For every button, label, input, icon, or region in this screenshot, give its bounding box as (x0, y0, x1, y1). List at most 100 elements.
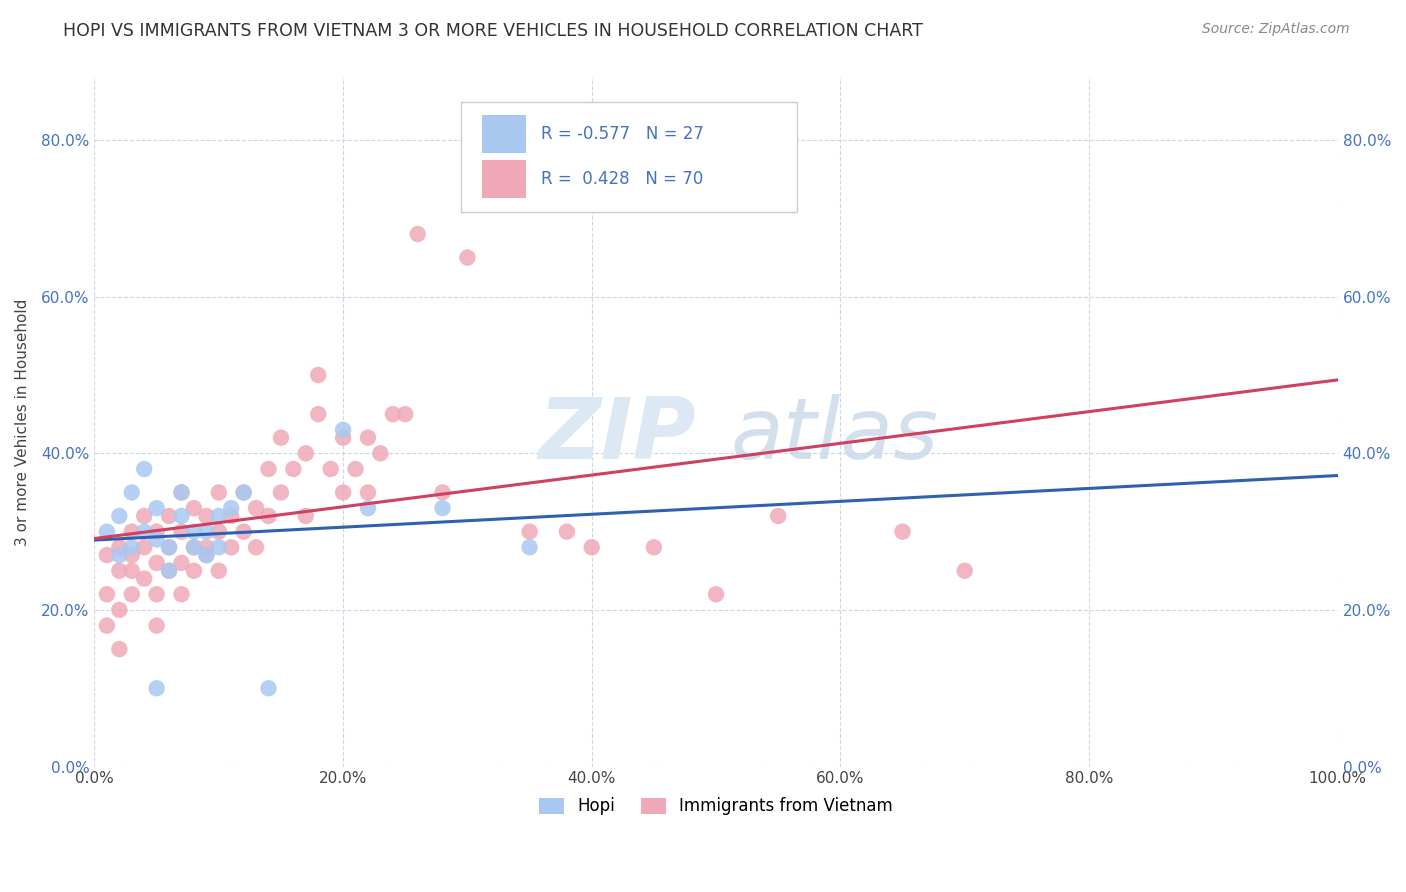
Point (219, 508, 242, 523)
Point (145, 501, 167, 516)
Point (96, 548, 118, 562)
Point (357, 431, 380, 445)
Point (96, 587, 118, 601)
Text: HOPI VS IMMIGRANTS FROM VIETNAM 3 OR MORE VEHICLES IN HOUSEHOLD CORRELATION CHAR: HOPI VS IMMIGRANTS FROM VIETNAM 3 OR MOR… (63, 22, 924, 40)
Point (555, 524, 578, 539)
Point (108, 548, 131, 562)
Y-axis label: 3 or more Vehicles in Household: 3 or more Vehicles in Household (15, 298, 30, 546)
Point (332, 431, 354, 445)
FancyBboxPatch shape (482, 115, 526, 153)
Point (183, 541, 205, 555)
Point (406, 227, 429, 241)
Point (145, 556, 167, 570)
Point (170, 485, 193, 500)
Point (232, 524, 254, 539)
Point (208, 541, 231, 555)
Point (245, 501, 267, 516)
Point (121, 564, 143, 578)
Point (519, 524, 541, 539)
Point (183, 524, 205, 539)
Point (581, 541, 603, 555)
Point (208, 485, 231, 500)
Point (145, 524, 167, 539)
Legend: Hopi, Immigrants from Vietnam: Hopi, Immigrants from Vietnam (531, 789, 901, 823)
Point (481, 195, 503, 210)
Point (121, 485, 143, 500)
FancyBboxPatch shape (461, 102, 797, 211)
Text: ZIP: ZIP (537, 394, 696, 477)
Point (270, 431, 292, 445)
Point (643, 541, 665, 555)
Point (170, 524, 193, 539)
Point (232, 485, 254, 500)
Point (183, 564, 205, 578)
Point (134, 524, 156, 539)
Point (134, 462, 156, 476)
Point (519, 541, 541, 555)
Point (295, 508, 318, 523)
Point (257, 462, 280, 476)
Text: R =  0.428   N = 70: R = 0.428 N = 70 (541, 170, 703, 188)
Point (208, 508, 231, 523)
Point (704, 587, 727, 601)
Point (456, 251, 478, 265)
Point (108, 508, 131, 523)
Point (357, 485, 380, 500)
Point (307, 407, 329, 421)
Point (157, 541, 180, 555)
Point (232, 485, 254, 500)
Text: Source: ZipAtlas.com: Source: ZipAtlas.com (1202, 22, 1350, 37)
Point (891, 524, 914, 539)
Point (270, 485, 292, 500)
Point (357, 501, 380, 516)
Point (170, 556, 193, 570)
Point (157, 564, 180, 578)
Point (195, 548, 218, 562)
Point (145, 618, 167, 632)
Point (121, 548, 143, 562)
Point (108, 541, 131, 555)
Point (121, 541, 143, 555)
Point (145, 587, 167, 601)
Point (332, 485, 354, 500)
Point (195, 541, 218, 555)
Point (307, 368, 329, 382)
Point (319, 462, 342, 476)
FancyBboxPatch shape (482, 161, 526, 198)
Point (96, 618, 118, 632)
Point (219, 541, 242, 555)
Point (145, 681, 167, 696)
Point (108, 642, 131, 657)
Point (257, 508, 280, 523)
Point (170, 485, 193, 500)
Point (157, 541, 180, 555)
Point (134, 508, 156, 523)
Point (195, 508, 218, 523)
Point (283, 462, 305, 476)
Point (145, 533, 167, 547)
Point (134, 572, 156, 586)
Point (381, 407, 404, 421)
Point (370, 446, 392, 460)
Point (195, 548, 218, 562)
Point (208, 564, 231, 578)
Point (332, 423, 354, 437)
Point (108, 564, 131, 578)
Point (219, 501, 242, 516)
Point (121, 587, 143, 601)
Point (108, 603, 131, 617)
Point (134, 541, 156, 555)
Point (183, 541, 205, 555)
Point (257, 681, 280, 696)
Point (157, 508, 180, 523)
Point (953, 564, 976, 578)
Text: atlas: atlas (730, 394, 938, 477)
Point (195, 524, 218, 539)
Point (208, 524, 231, 539)
Point (344, 462, 367, 476)
Point (157, 564, 180, 578)
Point (766, 508, 789, 523)
Text: R = -0.577   N = 27: R = -0.577 N = 27 (541, 125, 703, 143)
Point (170, 508, 193, 523)
Point (295, 446, 318, 460)
